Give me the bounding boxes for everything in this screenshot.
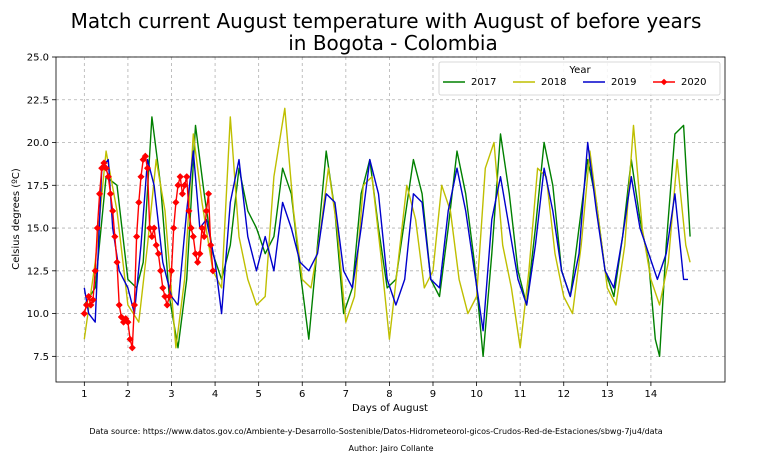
data-point-2020 xyxy=(150,224,158,232)
x-tick-label: 14 xyxy=(645,389,658,400)
data-point-2020 xyxy=(174,181,182,189)
legend-label-2020: 2020 xyxy=(681,77,706,88)
data-point-2020 xyxy=(93,224,102,232)
data-point-2020 xyxy=(204,190,213,198)
data-point-2020 xyxy=(156,267,165,275)
x-axis-label: Days of August xyxy=(352,403,428,414)
data-point-2020 xyxy=(176,173,184,181)
x-axis-ticks: 1 2 3 4 5 6 7 8 9 10 11 12 13 14 xyxy=(81,382,657,400)
data-point-2020 xyxy=(130,301,139,309)
data-source-note: Data source: https://www.datos.gov.co/Am… xyxy=(89,427,662,436)
legend: Year 2017 2018 2019 2020 xyxy=(438,61,721,96)
plot-series xyxy=(80,107,691,357)
data-point-2020 xyxy=(172,198,180,207)
data-point-2020 xyxy=(95,190,104,198)
data-point-2020 xyxy=(132,232,141,241)
data-point-2020 xyxy=(187,224,195,232)
x-tick-label: 13 xyxy=(601,389,614,400)
data-point-2020 xyxy=(207,241,215,249)
data-point-2020 xyxy=(193,258,202,266)
x-tick-label: 5 xyxy=(255,389,261,400)
data-point-2020 xyxy=(126,335,134,343)
data-point-2020 xyxy=(200,232,208,241)
data-point-2020 xyxy=(115,301,123,309)
y-tick-label: 25.0 xyxy=(27,53,49,64)
data-point-2020 xyxy=(128,344,136,352)
legend-label-2019: 2019 xyxy=(611,77,636,88)
y-axis-label: Celsius degrees (ºC) xyxy=(11,168,22,270)
data-point-2020 xyxy=(178,190,187,198)
data-point-2020 xyxy=(148,232,156,241)
data-point-2020 xyxy=(113,258,121,266)
data-point-2020 xyxy=(159,284,167,292)
x-tick-label: 12 xyxy=(557,389,570,400)
legend-label-2018: 2018 xyxy=(541,77,566,88)
data-point-2020 xyxy=(183,173,191,181)
x-tick-label: 10 xyxy=(470,389,483,400)
x-tick-label: 11 xyxy=(514,389,527,400)
x-tick-label: 2 xyxy=(125,389,131,400)
data-point-2020 xyxy=(102,164,110,172)
data-point-2020 xyxy=(170,224,178,232)
data-point-2020 xyxy=(167,267,176,275)
legend-title: Year xyxy=(568,65,591,76)
data-point-2020 xyxy=(165,292,173,301)
chart-title-line-2: in Bogota - Colombia xyxy=(288,31,498,55)
y-tick-label: 7.5 xyxy=(33,352,49,363)
data-point-2020 xyxy=(104,173,112,181)
plot-frame xyxy=(55,56,726,383)
data-point-2020 xyxy=(111,232,119,241)
data-point-2020 xyxy=(154,250,163,258)
data-point-2020 xyxy=(80,309,88,318)
chart-title-line-1: Match current August temperature with Au… xyxy=(71,9,702,33)
y-tick-label: 17.5 xyxy=(27,181,49,192)
y-tick-label: 12.5 xyxy=(27,266,49,277)
x-tick-label: 4 xyxy=(212,389,218,400)
y-tick-label: 20.0 xyxy=(27,138,49,149)
data-point-2020 xyxy=(137,173,145,181)
data-point-2020 xyxy=(106,190,115,198)
data-point-2020 xyxy=(109,207,117,215)
legend-box xyxy=(438,61,721,96)
data-point-2020 xyxy=(163,301,171,309)
x-tick-label: 1 xyxy=(81,389,87,400)
series-line-2018 xyxy=(83,107,691,349)
x-tick-label: 9 xyxy=(430,389,436,400)
y-tick-label: 10.0 xyxy=(27,309,49,320)
data-point-2020 xyxy=(202,207,211,215)
x-tick-label: 7 xyxy=(343,389,349,400)
data-point-2020 xyxy=(189,232,197,241)
data-point-2020 xyxy=(152,241,160,249)
data-point-2020 xyxy=(100,159,108,167)
author-note: Author: Jairo Collante xyxy=(348,444,433,453)
data-point-2020 xyxy=(89,296,97,304)
data-point-2020 xyxy=(85,292,93,301)
series-line-2019 xyxy=(83,141,688,332)
legend-items: 2017 2018 2019 2020 xyxy=(443,77,706,88)
legend-marker-2020 xyxy=(660,78,668,86)
data-point-2020 xyxy=(196,250,204,258)
data-point-2020 xyxy=(135,198,143,207)
grid-lines xyxy=(56,56,725,382)
x-tick-label: 6 xyxy=(299,389,305,400)
data-point-2020 xyxy=(91,267,99,275)
data-point-2020 xyxy=(124,318,132,326)
data-point-2020 xyxy=(198,224,206,232)
y-tick-label: 15.0 xyxy=(27,224,49,235)
data-point-2020 xyxy=(180,181,189,189)
x-tick-label: 3 xyxy=(168,389,174,400)
data-point-2020 xyxy=(141,152,149,160)
data-point-2020 xyxy=(143,164,152,172)
data-point-2020 xyxy=(209,267,217,275)
data-point-2020 xyxy=(87,301,95,309)
y-tick-label: 22.5 xyxy=(27,95,49,106)
legend-label-2017: 2017 xyxy=(471,77,496,88)
y-axis-ticks: 7.5 10.0 12.5 15.0 17.5 20.0 22.5 25.0 xyxy=(27,53,56,363)
data-point-2020 xyxy=(185,207,193,215)
x-tick-label: 8 xyxy=(386,389,392,400)
